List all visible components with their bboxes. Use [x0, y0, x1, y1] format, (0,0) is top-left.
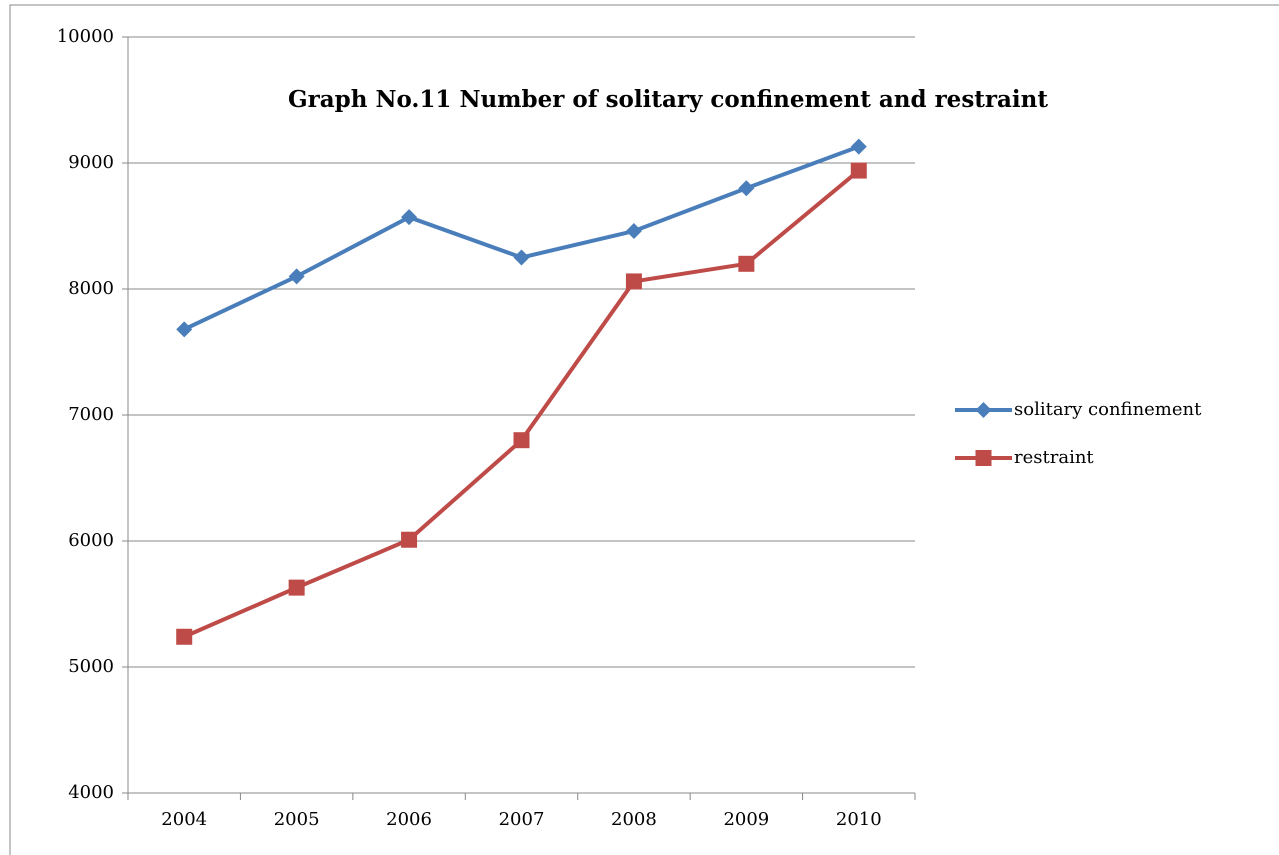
legend-label: solitary confinement: [1014, 399, 1202, 420]
x-tick-label: 2009: [723, 809, 769, 830]
data-point: [625, 223, 642, 240]
y-tick-label: 8000: [68, 278, 114, 299]
data-point: [513, 432, 530, 449]
data-point: [625, 273, 642, 290]
chart-border: [9, 4, 1279, 855]
x-tick-label: 2004: [161, 809, 207, 830]
y-tick-label: 5000: [68, 656, 114, 677]
legend-marker: [975, 450, 992, 466]
data-point: [513, 249, 530, 266]
x-tick-label: 2008: [611, 809, 657, 830]
data-point: [288, 579, 305, 596]
y-tick-label: 4000: [68, 782, 114, 803]
data-point: [401, 209, 418, 226]
data-point: [738, 180, 755, 197]
data-point: [288, 268, 305, 285]
data-point: [176, 628, 193, 645]
y-tick-label: 9000: [68, 152, 114, 173]
data-point: [850, 162, 867, 179]
legend-marker: [975, 402, 992, 418]
y-tick-label: 7000: [68, 404, 114, 425]
x-tick-label: 2010: [836, 809, 882, 830]
data-point: [176, 321, 193, 338]
data-point: [850, 138, 867, 155]
x-tick-label: 2007: [499, 809, 545, 830]
data-point: [401, 531, 418, 548]
legend-label: restraint: [1014, 447, 1094, 468]
y-tick-label: 6000: [68, 530, 114, 551]
chart-title: Graph No.11 Number of solitary confineme…: [288, 86, 1048, 113]
x-tick-label: 2005: [274, 809, 320, 830]
x-tick-label: 2006: [386, 809, 432, 830]
y-tick-label: 10000: [57, 26, 114, 47]
data-point: [738, 255, 755, 272]
